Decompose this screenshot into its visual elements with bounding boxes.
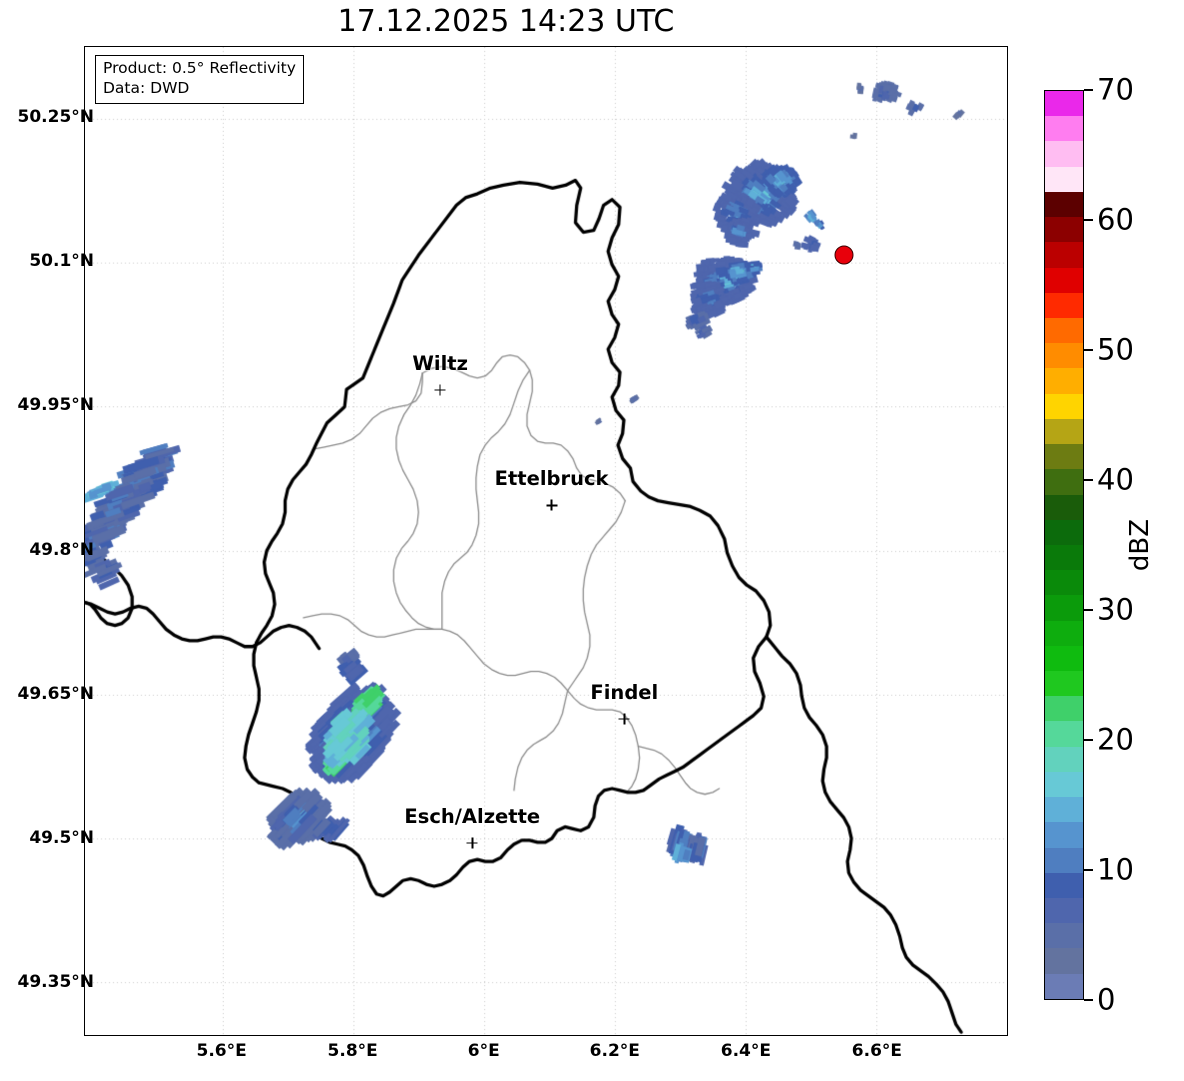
colorbar-tick <box>1084 739 1093 741</box>
colorbar-band <box>1045 721 1083 747</box>
colorbar-band <box>1045 368 1083 394</box>
colorbar-band <box>1045 595 1083 621</box>
colorbar-band <box>1045 620 1083 646</box>
y-axis-tick-label: 49.65°N <box>17 683 95 704</box>
colorbar-band <box>1045 444 1083 470</box>
city-marker-icon <box>434 384 446 396</box>
info-data-line: Data: DWD <box>103 78 190 97</box>
colorbar-band <box>1045 242 1083 268</box>
colorbar-band <box>1045 393 1083 419</box>
colorbar-tick-label: 40 <box>1097 462 1134 497</box>
y-axis-tick-label: 50.1°N <box>29 251 94 272</box>
page-title: 17.12.2025 14:23 UTC <box>337 4 675 39</box>
y-axis-tick-label: 49.5°N <box>29 827 94 848</box>
colorbar-band <box>1045 973 1083 999</box>
colorbar-tick-label: 60 <box>1097 202 1134 237</box>
info-product-line: Product: 0.5° Reflectivity <box>103 59 296 77</box>
colorbar-band <box>1045 469 1083 495</box>
colorbar-tick <box>1084 479 1093 481</box>
city-marker-icon <box>618 713 630 725</box>
colorbar-band <box>1045 570 1083 596</box>
y-axis-tick-label: 49.8°N <box>29 539 94 560</box>
colorbar-tick <box>1084 89 1093 91</box>
colorbar-band <box>1045 822 1083 848</box>
colorbar-band <box>1045 116 1083 142</box>
city-label-ettelbruck: Ettelbruck <box>494 467 609 491</box>
x-axis-tick-label: 6.6°E <box>851 1041 903 1061</box>
x-axis-tick-label: 6.4°E <box>720 1041 771 1061</box>
colorbar-band <box>1045 418 1083 445</box>
city-label-wiltz: Wiltz <box>412 352 468 376</box>
colorbar-tick <box>1084 609 1093 611</box>
colorbar-tick-label: 50 <box>1097 332 1134 367</box>
colorbar-band <box>1045 872 1083 898</box>
colorbar-band <box>1045 292 1083 318</box>
colorbar-band <box>1045 923 1083 949</box>
x-axis-tick-label: 5.6°E <box>196 1041 247 1061</box>
city-label-findel: Findel <box>590 680 659 704</box>
colorbar-band <box>1045 343 1083 369</box>
city-marker-icon <box>546 499 558 511</box>
colorbar-tick-label: 0 <box>1097 982 1116 1017</box>
colorbar-axis-label: dBZ <box>1125 518 1155 572</box>
colorbar-band <box>1045 847 1083 873</box>
colorbar-gradient <box>1044 90 1084 1000</box>
colorbar-band <box>1045 544 1083 571</box>
colorbar[interactable]: 0 10 20 30 40 50 60 70 dBZ <box>1044 75 1184 1014</box>
colorbar-band <box>1045 217 1083 243</box>
colorbar-tick-label: 30 <box>1097 592 1134 627</box>
colorbar-band <box>1045 671 1083 697</box>
colorbar-band <box>1045 494 1083 520</box>
colorbar-band <box>1045 797 1083 823</box>
colorbar-band <box>1045 317 1083 344</box>
colorbar-band <box>1045 519 1083 545</box>
x-axis-tick-label: 5.8°E <box>327 1041 378 1061</box>
radar-map-plot[interactable]: Product: 0.5° Reflectivity Data: DWD Wil… <box>84 46 1008 1036</box>
city-marker-icon <box>466 837 478 849</box>
radar-map-canvas[interactable] <box>85 47 1007 1035</box>
colorbar-tick <box>1084 349 1093 351</box>
colorbar-band <box>1045 166 1083 192</box>
colorbar-band <box>1045 91 1083 117</box>
colorbar-band <box>1045 898 1083 924</box>
info-box: Product: 0.5° Reflectivity Data: DWD <box>95 55 304 104</box>
colorbar-tick-label: 10 <box>1097 852 1134 887</box>
colorbar-tick <box>1084 869 1093 871</box>
y-axis-tick-label: 49.35°N <box>17 972 95 993</box>
y-axis-tick-label: 50.25°N <box>17 107 95 128</box>
colorbar-band <box>1045 141 1083 167</box>
colorbar-tick-label: 20 <box>1097 722 1134 757</box>
colorbar-band <box>1045 948 1083 974</box>
radar-site-marker[interactable] <box>834 245 854 265</box>
x-axis-tick-label: 6°E <box>467 1041 500 1061</box>
x-axis-tick-label: 6.2°E <box>589 1041 640 1061</box>
colorbar-band <box>1045 771 1083 798</box>
colorbar-tick <box>1084 999 1093 1001</box>
colorbar-tick <box>1084 219 1093 221</box>
colorbar-band <box>1045 191 1083 218</box>
colorbar-band <box>1045 696 1083 722</box>
y-axis-tick-label: 49.95°N <box>17 395 95 416</box>
colorbar-band <box>1045 746 1083 772</box>
city-label-esch-alzette: Esch/Alzette <box>404 804 541 828</box>
colorbar-band <box>1045 267 1083 293</box>
colorbar-band <box>1045 645 1083 672</box>
colorbar-tick-label: 70 <box>1097 72 1134 107</box>
